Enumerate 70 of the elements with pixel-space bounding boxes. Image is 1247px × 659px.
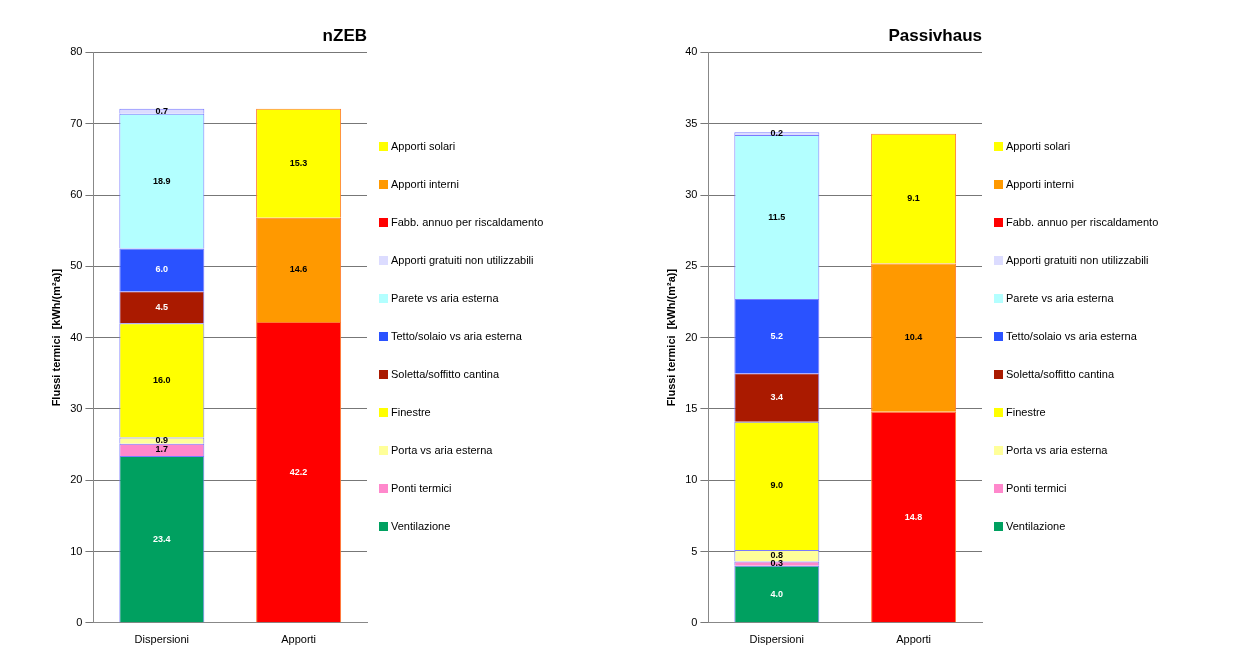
data-label: 9.0	[770, 480, 784, 491]
data-label: 0.2	[770, 128, 784, 139]
y-tick-label: 25	[685, 259, 698, 272]
y-tick-label: 80	[70, 45, 83, 58]
data-label: 14.6	[289, 264, 308, 275]
y-tick-label: 10	[685, 473, 698, 486]
data-label: 23.4	[153, 533, 171, 544]
y-tick-label: 70	[70, 116, 83, 129]
data-label: 3.4	[770, 391, 784, 402]
x-tick-label: Apporti	[896, 633, 932, 646]
data-label: 11.5	[768, 211, 786, 222]
data-label: 0.8	[770, 550, 784, 561]
legend-label: Apporti solari	[391, 140, 456, 152]
chart-title: nZEB	[322, 25, 367, 45]
data-label: 4.0	[770, 588, 784, 599]
y-tick-label: 50	[70, 259, 83, 272]
data-label: 4.5	[155, 301, 169, 312]
data-label: 5.2	[770, 330, 784, 341]
data-label: 0.9	[155, 435, 169, 446]
y-tick-label: 0	[691, 615, 698, 628]
x-tick-label: Dispersioni	[749, 633, 805, 646]
legend-label: Apporti solari	[1006, 140, 1071, 152]
y-tick-label: 40	[70, 330, 83, 343]
legend-label: Finestre	[1006, 406, 1046, 418]
legend-label: Parete vs aria esterna	[1006, 292, 1114, 304]
data-label: 0.7	[155, 105, 169, 116]
legend-label: Apporti interni	[391, 178, 459, 190]
y-tick-label: 10	[70, 544, 83, 557]
y-tick-label: 30	[685, 188, 698, 201]
x-tick-label: Apporti	[281, 633, 317, 646]
data-label: 18.9	[153, 175, 171, 186]
y-tick-label: 35	[685, 116, 698, 129]
data-label: 42.2	[289, 466, 308, 477]
legend-label: Ventilazione	[391, 520, 451, 532]
legend-label: Tetto/solaio vs aria esterna	[391, 330, 522, 342]
legend-label: Porta vs aria esterna	[391, 444, 493, 456]
legend-label: Finestre	[391, 406, 431, 418]
y-tick-label: 40	[685, 45, 698, 58]
data-label: 16.0	[153, 374, 171, 385]
y-tick-label: 20	[685, 330, 698, 343]
legend-label: Fabb. annuo per riscaldamento	[391, 216, 544, 228]
data-label: 9.1	[907, 193, 920, 204]
data-label: 14.8	[904, 511, 923, 522]
legend-label: Soletta/soffitto cantina	[391, 368, 500, 380]
data-label: 0.3	[770, 558, 784, 569]
chart-title: Passivhaus	[888, 25, 982, 45]
legend-label: Apporti interni	[1006, 178, 1074, 190]
legend-label: Soletta/soffitto cantina	[1006, 368, 1115, 380]
legend-label: Porta vs aria esterna	[1006, 444, 1108, 456]
y-tick-label: 60	[70, 188, 83, 201]
legend-label: Fabb. annuo per riscaldamento	[1006, 216, 1159, 228]
data-label: 1.7	[155, 444, 169, 455]
y-tick-label: 20	[70, 473, 83, 486]
y-tick-label: 15	[685, 401, 698, 414]
y-axis-title: Flussi termici [kWh/(m²a)]	[664, 268, 677, 407]
y-tick-label: 0	[76, 615, 83, 628]
data-label: 6.0	[155, 264, 169, 275]
legend-label: Tetto/solaio vs aria esterna	[1006, 330, 1137, 342]
legend-label: Apporti gratuiti non utilizzabili	[391, 254, 534, 266]
legend-label: Apporti gratuiti non utilizzabili	[1006, 254, 1149, 266]
legend-label: Ventilazione	[1006, 520, 1066, 532]
legend-label: Ponti termici	[1006, 482, 1067, 494]
y-tick-label: 5	[691, 544, 698, 557]
data-label: 10.4	[904, 332, 923, 343]
y-tick-label: 30	[70, 401, 83, 414]
legend-label: Ponti termici	[391, 482, 452, 494]
y-axis-title: Flussi termici [kWh/(m²a)]	[49, 268, 62, 407]
legend-label: Parete vs aria esterna	[391, 292, 499, 304]
data-label: 15.3	[289, 157, 308, 168]
x-tick-label: Dispersioni	[134, 633, 190, 646]
